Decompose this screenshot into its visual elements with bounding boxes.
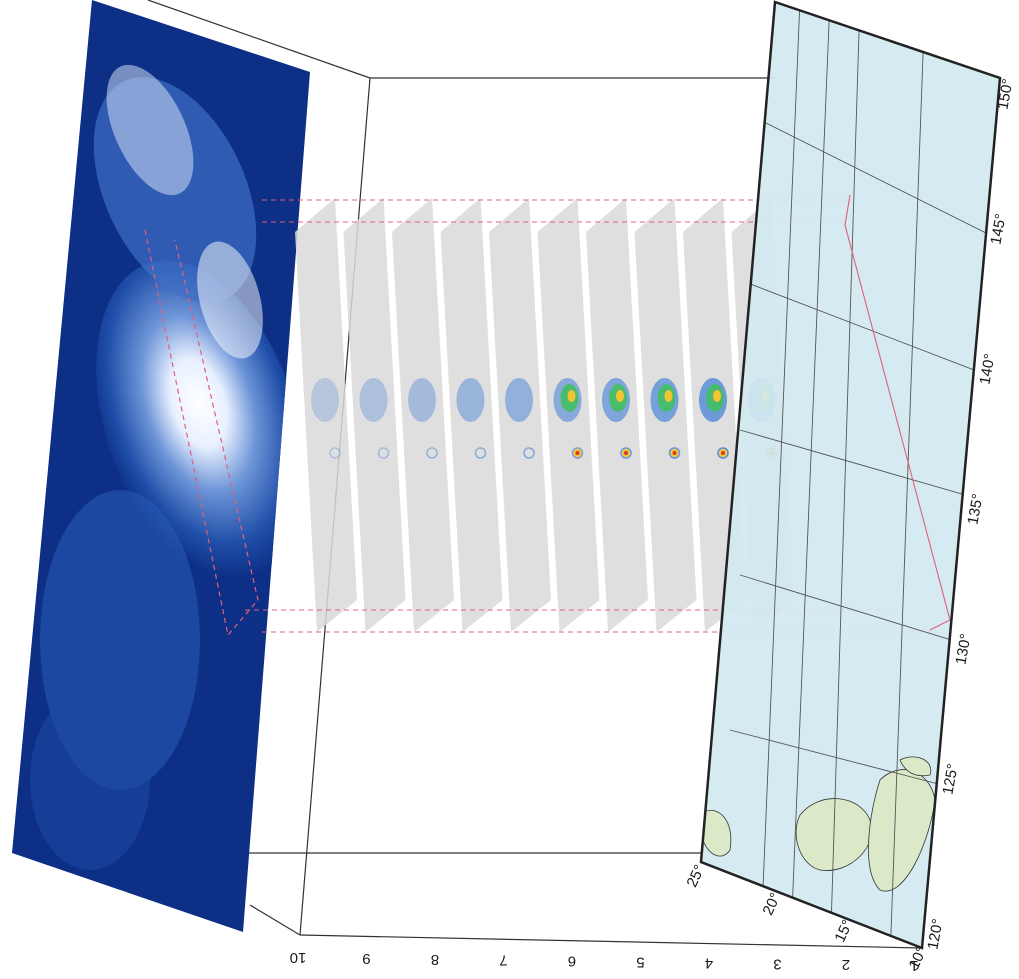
height-tick-label: 10: [290, 949, 307, 966]
radar-slice-7: [586, 198, 648, 632]
height-tick-label: 6: [568, 953, 576, 970]
height-axis-ticks: 10 9 8 7 6 5 4 3 2 1: [290, 949, 919, 974]
island-landmass: [899, 756, 932, 777]
radar-slice-5: [489, 198, 551, 632]
map-frame: [699, 0, 1002, 950]
height-tick-label: 7: [499, 952, 507, 969]
height-tick-label: 1: [910, 957, 918, 974]
base-map: [701, 2, 1000, 948]
longitude-axis-ticks: 120° 125° 130° 135° 140° 145° 150°: [925, 77, 1017, 951]
radar-slice-1: [295, 198, 357, 632]
radar-slice-4: [440, 198, 503, 632]
radar-slice-3: [392, 198, 454, 632]
height-tick-label: 4: [705, 954, 713, 971]
radar-slice-6: [537, 198, 600, 632]
latitude-tick-label: 25°: [683, 862, 708, 890]
height-tick-label: 8: [431, 951, 439, 968]
longitude-tick-label: 150°: [995, 77, 1017, 111]
latitude-tick-label: 20°: [759, 890, 784, 918]
longitude-tick-label: 140°: [977, 352, 999, 386]
longitude-tick-label: 125°: [940, 762, 962, 796]
orbit-reference-lines: [245, 199, 940, 633]
longitude-tick-label: 120°: [925, 917, 947, 951]
radar-slice-2: [343, 198, 406, 632]
longitude-tick-label: 135°: [965, 492, 987, 526]
radar-slices: [295, 198, 794, 632]
height-tick-label: 5: [636, 954, 644, 971]
height-tick-label: 3: [773, 955, 781, 972]
radar-slice-8: [634, 198, 697, 632]
longitude-tick-label: 145°: [988, 212, 1010, 246]
island-landmass: [702, 810, 732, 857]
height-tick-label: 9: [362, 950, 370, 967]
satellite-cloud-image: [12, 0, 310, 932]
height-tick-label: 2: [842, 956, 850, 973]
longitude-tick-label: 130°: [953, 632, 975, 666]
